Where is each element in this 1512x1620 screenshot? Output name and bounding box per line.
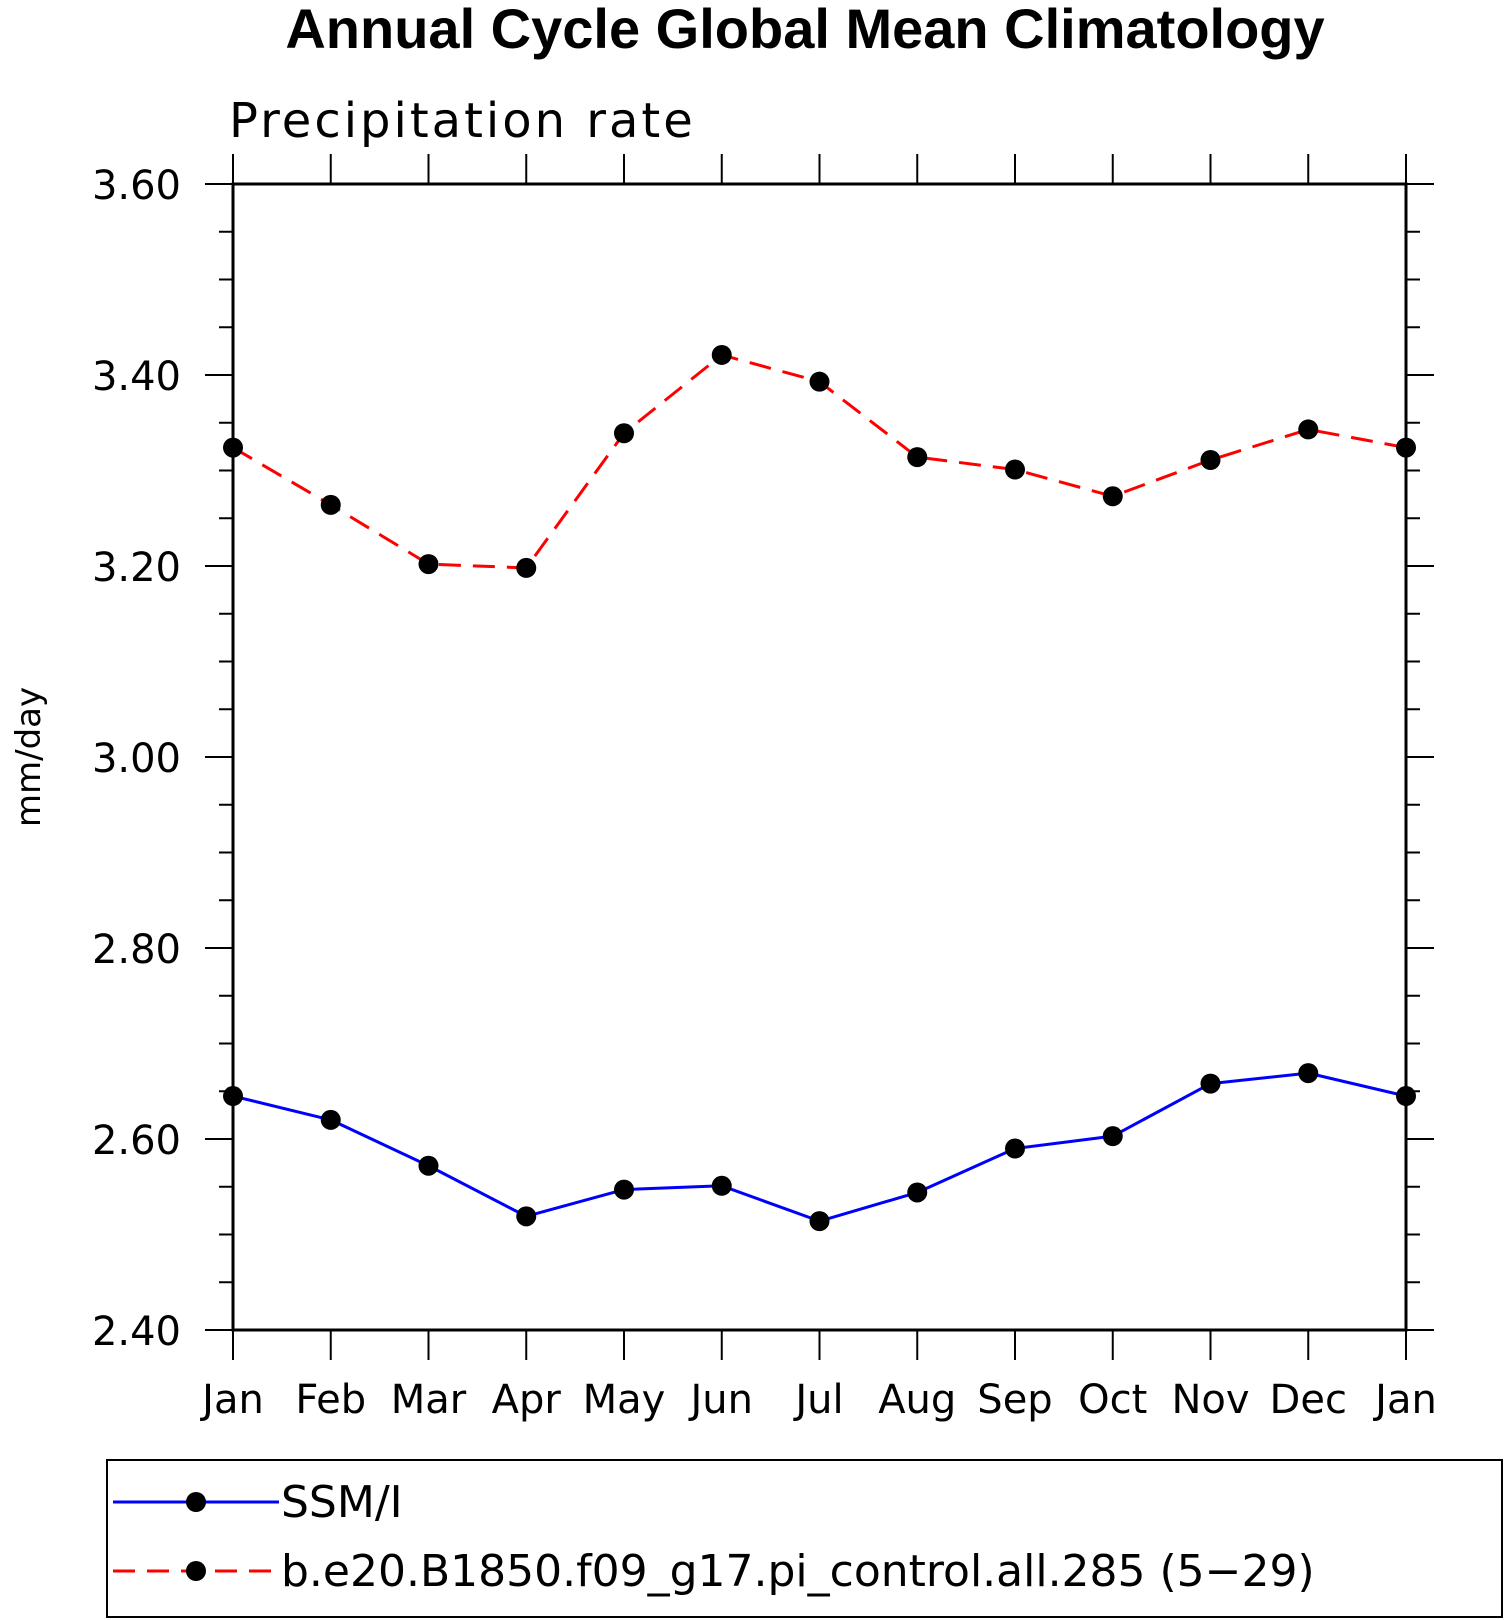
data-point-series-1 [1298,419,1319,440]
data-point-series-0 [1200,1073,1221,1094]
x-tick-label: Jul [792,1377,843,1423]
y-tick-label: 2.40 [92,1309,181,1355]
data-point-series-0 [320,1109,341,1130]
data-point-series-0 [223,1086,243,1107]
legend-marker-ssmi [186,1492,206,1512]
data-point-series-1 [1396,437,1416,458]
data-point-series-1 [614,423,634,444]
x-tick-label: Nov [1171,1377,1249,1423]
y-tick-label: 2.60 [92,1118,181,1164]
data-point-series-1 [223,437,243,458]
data-point-series-0 [711,1175,732,1196]
x-tick-label: Aug [878,1377,956,1423]
data-point-series-1 [1102,486,1123,507]
x-tick-label: Apr [492,1377,562,1423]
data-point-series-0 [516,1206,537,1227]
data-point-series-1 [418,554,439,575]
data-point-series-0 [1396,1086,1416,1107]
data-point-series-1 [516,557,537,578]
series-lines [232,353,1407,1223]
data-point-series-1 [320,494,341,515]
data-point-series-0 [1005,1138,1025,1159]
x-tick-label: Jan [199,1377,264,1423]
data-point-series-0 [1102,1126,1123,1147]
data-point-series-0 [614,1179,634,1200]
y-axis: 2.40 2.60 2.80 3.00 3.20 3.40 3.60 [92,163,1434,1355]
data-point-series-1 [711,344,732,365]
y-tick-label: 3.20 [92,545,181,591]
series-markers [223,344,1416,1232]
x-tick-label: May [583,1377,666,1423]
legend: SSM/I b.e20.B1850.f09_g17.pi_control.all… [106,1459,1503,1618]
legend-box [106,1459,1503,1618]
data-point-series-1 [809,371,830,392]
data-point-series-0 [418,1155,439,1176]
data-point-series-1 [907,447,928,468]
data-point-series-0 [809,1211,830,1232]
chart-title: Annual Cycle Global Mean Climatology [285,0,1324,60]
data-point-series-1 [1200,449,1221,470]
x-axis: Jan Feb Mar Apr May Jun Jul Aug Sep Oct Nov Dec Jan [199,154,1437,1423]
data-point-series-0 [1298,1063,1319,1084]
x-tick-label: Jan [1372,1377,1437,1423]
legend-marker-model [186,1561,206,1581]
x-tick-label: Sep [977,1377,1052,1423]
x-tick-label: Mar [391,1377,467,1423]
y-tick-label: 3.00 [92,736,181,782]
y-tick-label: 2.80 [92,927,181,973]
y-axis-label: mm/day [9,687,49,827]
x-tick-label: Feb [295,1377,366,1423]
data-point-series-1 [1005,459,1025,480]
x-tick-label: Dec [1270,1377,1347,1423]
chart-subtitle: Precipitation rate [229,93,696,149]
y-tick-label: 3.60 [92,163,181,209]
legend-label-model: b.e20.B1850.f09_g17.pi_control.all.285 (… [281,1546,1315,1597]
x-tick-label: Jun [688,1377,754,1423]
legend-label-ssmi: SSM/I [281,1477,403,1528]
series-line-0 [232,1071,1407,1223]
x-tick-label: Oct [1078,1377,1147,1423]
y-tick-label: 3.40 [92,354,181,400]
data-point-series-0 [907,1182,928,1203]
